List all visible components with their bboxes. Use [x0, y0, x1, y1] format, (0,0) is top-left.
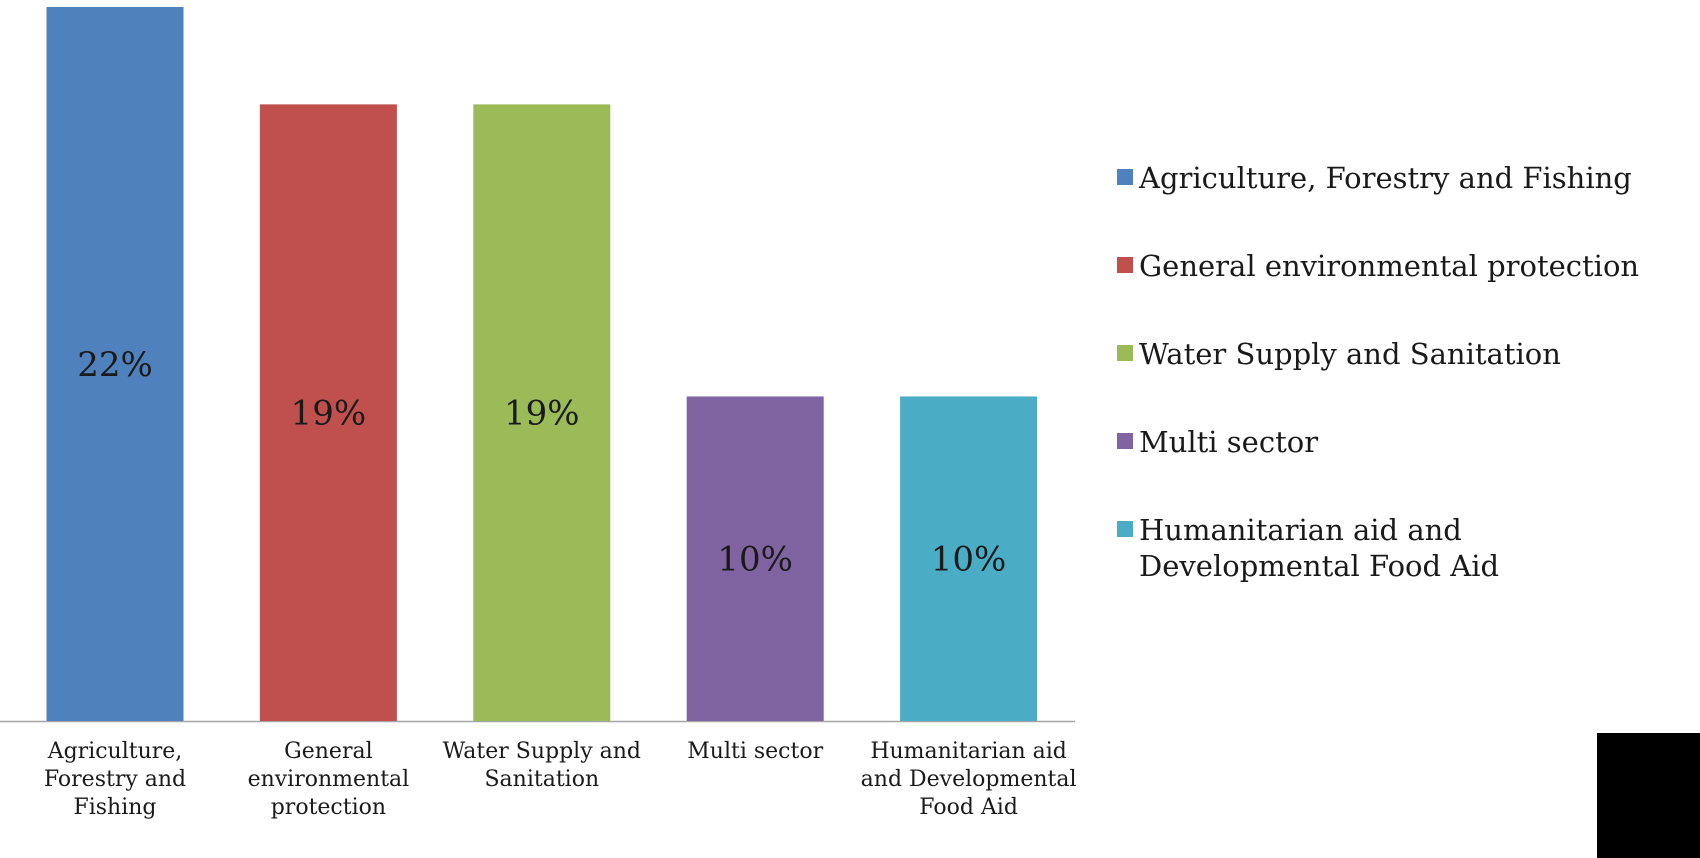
black-corner-block: [1597, 733, 1700, 858]
data-label-3: 19%: [504, 394, 580, 434]
legend-item-4: Multi sector: [1117, 424, 1679, 460]
legend-item-2: General environmental protection: [1117, 248, 1679, 284]
legend-label-4: Multi sector: [1139, 425, 1319, 459]
bar-4: [686, 396, 824, 721]
bar-3: [473, 104, 611, 721]
legend-label-3: Water Supply and Sanitation: [1139, 337, 1561, 371]
bar-1: [46, 7, 184, 721]
legend-swatch-1: [1117, 169, 1133, 185]
category-label-3: Water Supply and Sanitation: [442, 739, 641, 792]
category-label-5: Humanitarian aid and Developmental Food …: [860, 739, 1077, 820]
legend-swatch-3: [1117, 345, 1133, 361]
data-label-1: 22%: [77, 345, 153, 385]
bar-5: [900, 396, 1038, 721]
bar-chart: 22% 19% 19% 10% 10%: [0, 7, 1075, 723]
legend-swatch-2: [1117, 257, 1133, 273]
data-label-5: 10%: [931, 540, 1007, 580]
legend-swatch-5: [1117, 521, 1133, 537]
data-label-2: 19%: [291, 394, 367, 434]
legend-item-1: Agriculture, Forestry and Fishing: [1117, 160, 1679, 196]
category-label-1: Agriculture, Forestry and Fishing: [43, 739, 187, 820]
legend-item-5: Humanitarian aid and Developmental Food …: [1117, 512, 1679, 584]
legend-label-5: Humanitarian aid and Developmental Food …: [1139, 513, 1500, 583]
category-label-4: Multi sector: [687, 739, 824, 764]
legend-label-2: General environmental protection: [1139, 249, 1640, 283]
data-label-4: 10%: [717, 540, 793, 580]
category-label-2: General environmental protection: [247, 739, 410, 820]
bar-2: [259, 104, 397, 721]
legend-item-3: Water Supply and Sanitation: [1117, 336, 1679, 372]
legend-label-1: Agriculture, Forestry and Fishing: [1139, 161, 1632, 195]
legend-swatch-4: [1117, 433, 1133, 449]
